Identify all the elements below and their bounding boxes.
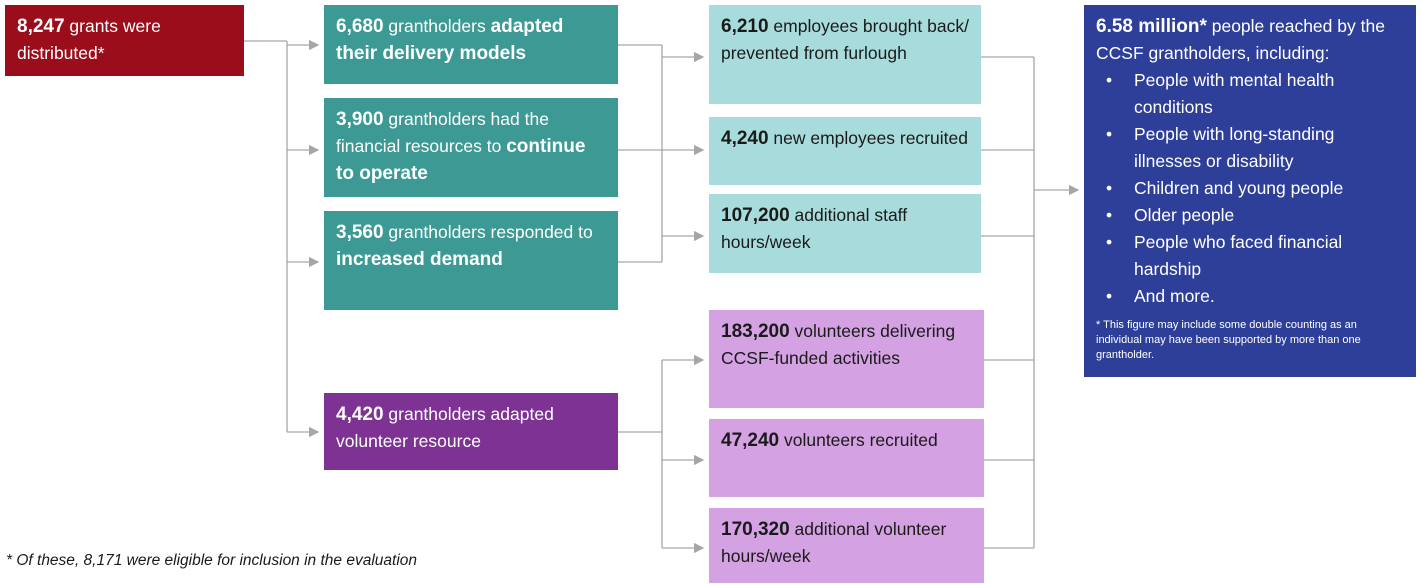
- bold-text: 6,680: [336, 16, 384, 37]
- footnote: * Of these, 8,171 were eligible for incl…: [6, 552, 417, 569]
- text: grantholders: [383, 16, 491, 36]
- text: employees brought back/ prevented from f…: [721, 16, 969, 63]
- bold-text: 183,200: [721, 321, 790, 342]
- bullet: People with long-standing illnesses or d…: [1096, 121, 1404, 175]
- bold-text: 107,200: [721, 205, 790, 226]
- bold-text: 4,240: [721, 128, 769, 149]
- bold-text: 6.58 million*: [1096, 16, 1207, 37]
- node-box: 4,240 new employees recruited: [709, 117, 981, 185]
- text: additional volunteer hours/week: [721, 519, 947, 566]
- text: volunteers delivering CCSF-funded activi…: [721, 321, 956, 368]
- node-box: 6,210 employees brought back/ prevented …: [709, 5, 981, 104]
- bullet: People with mental health conditions: [1096, 67, 1404, 121]
- text: people reached by the CCSF grantholders,…: [1096, 16, 1385, 63]
- text: grants were distributed*: [17, 16, 161, 63]
- text: volunteers recruited: [779, 430, 938, 450]
- node-box: 47,240 volunteers recruited: [709, 419, 984, 497]
- bold-text: 170,320: [721, 519, 790, 540]
- outcome-title: 6.58 million* people reached by the CCSF…: [1096, 13, 1404, 67]
- bullet: People who faced financial hardship: [1096, 229, 1404, 283]
- node-box: 6,680 grantholders adapted their deliver…: [324, 5, 618, 84]
- bullet-list: People with mental health conditionsPeop…: [1096, 67, 1404, 310]
- bullet: And more.: [1096, 283, 1404, 310]
- bold-text: 3,900: [336, 109, 384, 130]
- node-box: 183,200 volunteers delivering CCSF-funde…: [709, 310, 984, 408]
- bullet: Children and young people: [1096, 175, 1404, 202]
- node-box: 3,900 grantholders had the financial res…: [324, 98, 618, 197]
- bold-text: 8,247: [17, 16, 65, 37]
- outcome-box: 6.58 million* people reached by the CCSF…: [1084, 5, 1416, 377]
- node-box: 170,320 additional volunteer hours/week: [709, 508, 984, 583]
- bold-text: 47,240: [721, 430, 780, 451]
- node-box: 3,560 grantholders responded to increase…: [324, 211, 618, 310]
- bold-text: adapted their delivery models: [336, 16, 564, 64]
- bold-text: 6,210: [721, 16, 769, 37]
- node-box: 8,247 grants were distributed*: [5, 5, 244, 76]
- bold-text: increased demand: [336, 249, 503, 270]
- outcome-note: * This figure may include some double co…: [1096, 319, 1361, 361]
- node-box: 4,420 grantholders adapted volunteer res…: [324, 393, 618, 470]
- bold-text: 3,560: [336, 222, 384, 243]
- bold-text: 4,420: [336, 404, 384, 425]
- connector: [981, 56, 1035, 549]
- connector: [244, 40, 288, 432]
- text: grantholders responded to: [383, 222, 593, 242]
- connector: [618, 44, 663, 263]
- text: new employees recruited: [768, 128, 968, 148]
- text: grantholders had the financial resources…: [336, 109, 549, 156]
- text: additional staff hours/week: [721, 205, 908, 252]
- bullet: Older people: [1096, 202, 1404, 229]
- text: grantholders adapted volunteer resource: [336, 404, 554, 451]
- connector: [618, 360, 663, 548]
- node-box: 107,200 additional staff hours/week: [709, 194, 981, 273]
- bold-text: continue to operate: [336, 136, 586, 184]
